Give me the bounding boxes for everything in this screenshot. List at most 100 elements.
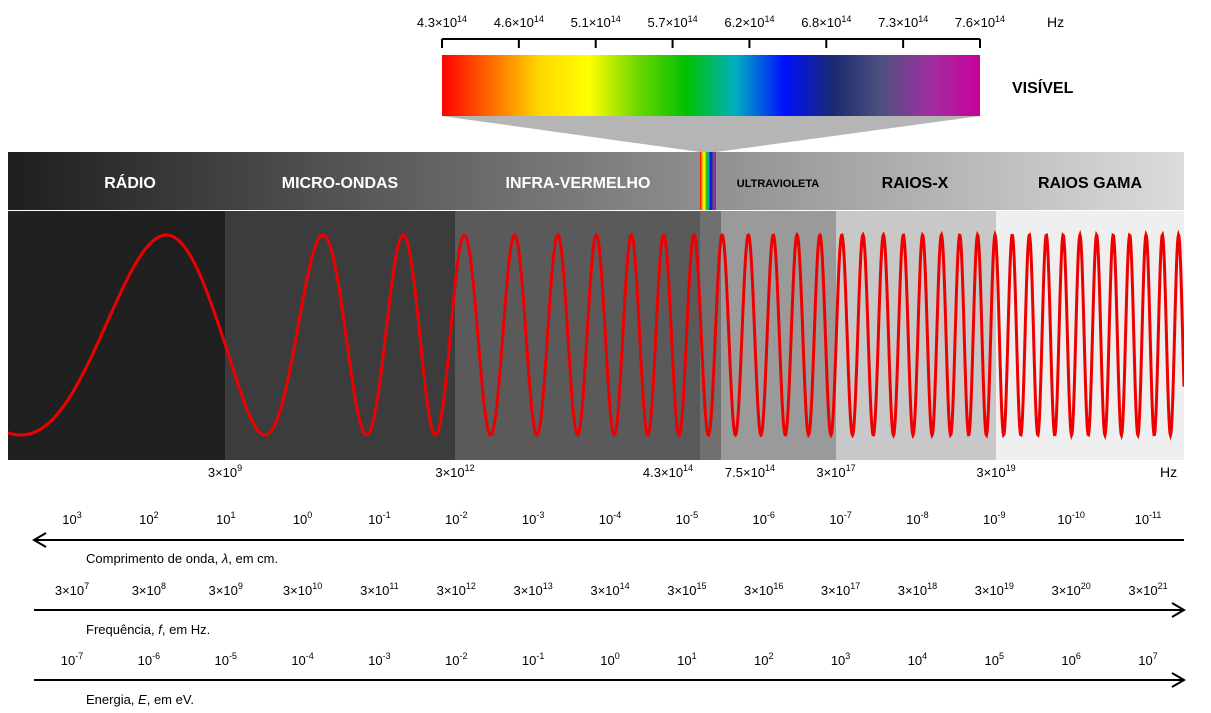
frequency-tick-label-exponent: 10	[312, 581, 322, 591]
wavelength-caption: Comprimento de onda, λ, em cm.	[86, 551, 278, 566]
wavelength-tick-label-exponent: -3	[536, 510, 544, 520]
frequency-tick-label-exponent: 8	[161, 581, 166, 591]
wavelength-tick-label: 102	[139, 510, 158, 527]
wavelength-tick-label-mantissa: 10	[62, 512, 76, 527]
energy-tick-label: 10-4	[291, 651, 313, 668]
frequency-tick-label: 3×1012	[437, 581, 476, 598]
wavelength-tick-label-mantissa: 10	[368, 512, 382, 527]
energy-scale: 10-7 10-6 10-5 10-4 10-3 10-2 10-1 100 101 102 103…	[34, 651, 1186, 707]
visible-tick-label: 6.8×1014	[801, 14, 851, 30]
band-micro	[225, 211, 455, 460]
energy-tick-label: 101	[677, 651, 696, 668]
energy-tick-label-exponent: -7	[75, 651, 83, 661]
wavelength-tick-label: 10-3	[522, 510, 544, 527]
frequency-tick-label-exponent: 17	[850, 581, 860, 591]
energy-caption: Energia, E, em eV.	[86, 692, 194, 707]
wavelength-tick-label-exponent: -5	[690, 510, 698, 520]
energy-tick-label-exponent: 4	[922, 651, 927, 661]
wavelength-tick-label: 103	[62, 510, 81, 527]
band-radio	[8, 211, 225, 460]
frequency-tick-label-mantissa: 3×10	[821, 583, 850, 598]
frequency-tick-label: 3×1021	[1128, 581, 1167, 598]
wavelength-tick-label: 100	[293, 510, 312, 527]
frequency-tick-label-exponent: 13	[543, 581, 553, 591]
energy-tick-label: 104	[908, 651, 927, 668]
wavelength-tick-label-exponent: -4	[613, 510, 621, 520]
frequency-tick-label-mantissa: 3×10	[744, 583, 773, 598]
band-label-gamma: RAIOS GAMA	[1038, 175, 1142, 192]
wavelength-tick-label: 10-1	[368, 510, 390, 527]
wavelength-tick-label-exponent: -6	[767, 510, 775, 520]
energy-tick-label: 106	[1061, 651, 1080, 668]
energy-tick-label-mantissa: 10	[445, 653, 459, 668]
wavelength-tick-label: 10-2	[445, 510, 467, 527]
wavelength-tick-label: 10-10	[1057, 510, 1084, 527]
visible-tick-label: 4.6×1014	[494, 14, 544, 30]
energy-tick-label-mantissa: 10	[1138, 653, 1152, 668]
energy-tick-label-exponent: 1	[692, 651, 697, 661]
boundary-label-mantissa: 7.5×10	[725, 465, 765, 480]
wavelength-tick-label-mantissa: 10	[676, 512, 690, 527]
frequency-tick-label-exponent: 18	[927, 581, 937, 591]
visible-tick-label: 7.6×1014	[955, 14, 1005, 30]
energy-tick-label-mantissa: 10	[985, 653, 999, 668]
frequency-tick-label: 3×1010	[283, 581, 322, 598]
wavelength-tick-label-exponent: 0	[307, 510, 312, 520]
frequency-tick-label-mantissa: 3×10	[1051, 583, 1080, 598]
energy-tick-label: 103	[831, 651, 850, 668]
boundary-label-mantissa: 3×10	[976, 465, 1005, 480]
wavelength-tick-label-mantissa: 10	[139, 512, 153, 527]
wavelength-tick-label-mantissa: 10	[829, 512, 843, 527]
wavelength-tick-label-mantissa: 10	[1057, 512, 1071, 527]
frequency-tick-label-mantissa: 3×10	[209, 583, 238, 598]
wavelength-tick-label-exponent: -1	[383, 510, 391, 520]
wavelength-tick-label: 10-5	[676, 510, 698, 527]
wavelength-tick-label: 10-11	[1135, 510, 1162, 527]
frequency-tick-label-mantissa: 3×10	[590, 583, 619, 598]
frequency-arrow-head	[1171, 602, 1186, 618]
boundary-label-exponent: 12	[465, 463, 475, 473]
visible-tick-label: 7.3×1014	[878, 14, 928, 30]
frequency-tick-label-exponent: 19	[1004, 581, 1014, 591]
visible-label: VISÍVEL	[1012, 78, 1074, 97]
frequency-tick-label: 3×1017	[821, 581, 860, 598]
energy-tick-label-mantissa: 10	[677, 653, 691, 668]
frequency-tick-label: 3×1016	[744, 581, 783, 598]
frequency-tick-label-exponent: 9	[238, 581, 243, 591]
energy-tick-label-mantissa: 10	[1061, 653, 1075, 668]
band-label-micro: MICRO-ONDAS	[282, 175, 399, 192]
visible-tick-label: 5.1×1014	[571, 14, 621, 30]
energy-tick-label-exponent: 0	[615, 651, 620, 661]
band-labels: RÁDIO MICRO-ONDAS INFRA-VERMELHO ULTRAVIOLE…	[104, 173, 1142, 192]
frequency-tick-label-exponent: 12	[466, 581, 476, 591]
band-infra	[455, 211, 700, 460]
frequency-tick-label-exponent: 20	[1081, 581, 1091, 591]
frequency-tick-label-exponent: 15	[696, 581, 706, 591]
energy-tick-label-mantissa: 10	[291, 653, 305, 668]
visible-frequency-scale: 4.3×1014 4.6×1014 5.1×1014 5.7×1014 6.2×1014…	[417, 14, 1005, 48]
energy-tick-label-mantissa: 10	[368, 653, 382, 668]
energy-tick-label-mantissa: 10	[831, 653, 845, 668]
boundary-unit-label: Hz	[1160, 464, 1177, 480]
energy-tick-label-mantissa: 10	[908, 653, 922, 668]
energy-tick-label: 10-2	[445, 651, 467, 668]
wavelength-tick-label-mantissa: 10	[906, 512, 920, 527]
band-label-uv: ULTRAVIOLETA	[737, 178, 820, 190]
wavelength-tick-label: 101	[216, 510, 235, 527]
frequency-tick-label: 3×1013	[513, 581, 552, 598]
boundary-label-exponent: 14	[683, 463, 693, 473]
energy-tick-label-exponent: -4	[306, 651, 314, 661]
wavelength-tick-label-exponent: -9	[998, 510, 1006, 520]
band-header-background	[8, 152, 1184, 210]
frequency-tick-label-mantissa: 3×10	[360, 583, 389, 598]
frequency-tick-label-mantissa: 3×10	[132, 583, 161, 598]
frequency-tick-label-mantissa: 3×10	[667, 583, 696, 598]
energy-tick-label-mantissa: 10	[214, 653, 228, 668]
energy-tick-label-mantissa: 10	[61, 653, 75, 668]
boundary-label: 4.3×1014	[643, 463, 693, 480]
wavelength-arrow-head	[32, 532, 47, 548]
wavelength-scale: 103 102 101 100 10-1 10-2 10-3 10-4 10-5 10-6 10-7…	[32, 510, 1184, 566]
wavelength-tick-label-mantissa: 10	[983, 512, 997, 527]
wavelength-tick-label: 10-6	[752, 510, 774, 527]
energy-tick-label-mantissa: 10	[138, 653, 152, 668]
